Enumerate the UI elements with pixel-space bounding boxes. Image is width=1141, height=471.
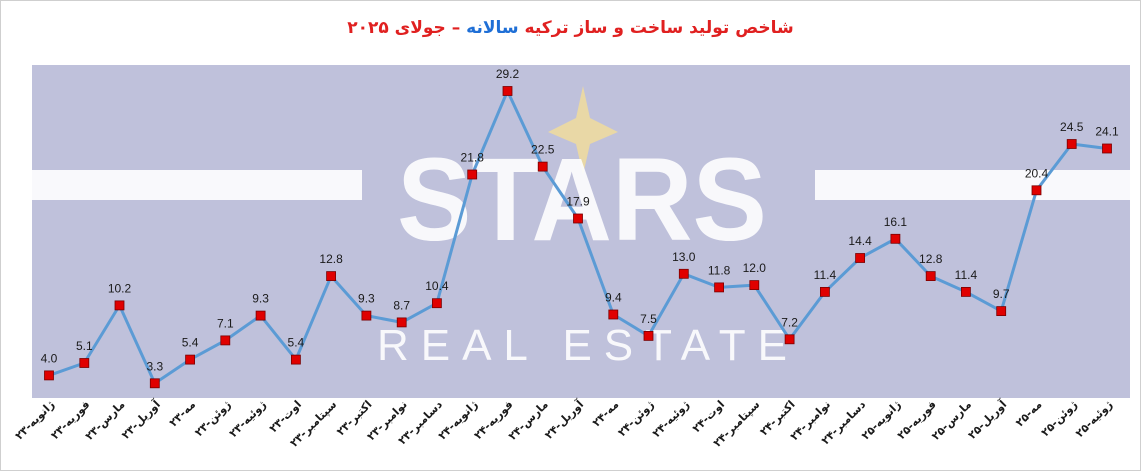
data-label: 3.3 [146,359,163,373]
x-tick-label: ژوئیه-۲۵ [1073,398,1115,440]
chart-title-date: – جولای ۲۰۲۵ [347,18,461,38]
x-tick-label: مه-۲۴ [590,398,621,429]
x-tick-label: آوریل-۲۴ [542,397,587,442]
data-point-marker [220,335,231,346]
watermark-star-icon [548,86,618,175]
data-label: 7.1 [217,316,234,330]
data-point-marker [537,161,548,172]
data-point-marker [1102,143,1112,154]
data-label: 24.1 [1095,125,1119,139]
data-point-marker [608,309,619,320]
data-label: 11.8 [708,263,731,277]
watermark-logo: STARS REAL ESTATE [32,86,1130,370]
data-label: 8.7 [393,298,410,312]
data-point-marker [784,334,795,345]
data-label: 9.3 [358,292,375,306]
data-point-marker [643,330,654,341]
data-point-marker [149,378,160,389]
data-label: 17.9 [566,195,590,209]
x-tick-label: ژوئیه-۲۳ [227,398,269,440]
data-label: 12.0 [743,261,767,275]
data-point-marker [326,271,337,282]
data-label: 4.0 [41,351,58,365]
data-label: 11.4 [814,268,837,282]
data-point-marker [290,354,301,365]
watermark-sub-text: REAL ESTATE [377,321,787,370]
data-label: 24.5 [1060,120,1084,134]
data-point-marker [79,358,90,368]
data-label: 11.4 [955,268,978,282]
data-label: 16.1 [884,215,908,229]
chart-title-highlight: سالانه [466,18,519,38]
data-point-marker [114,300,125,311]
data-point-marker [396,317,407,328]
data-point-marker [996,306,1007,317]
data-point-marker [855,253,865,263]
data-label: 5.4 [182,336,199,350]
x-tick-label: ژوئن-۲۵ [1039,398,1080,439]
data-label: 9.3 [252,292,269,306]
data-point-marker [678,268,689,279]
data-label: 22.5 [531,143,555,157]
x-tick-label: ژوئن-۲۳ [192,398,233,439]
data-label: 9.7 [993,287,1010,301]
data-point-marker [1031,185,1042,196]
data-point-marker [749,280,760,291]
data-point-marker [961,286,971,297]
data-markers [44,86,1112,389]
data-point-marker [467,169,478,180]
data-labels: 4.0 5.1 10.2 3.3 5.4 7.1 9.3 5.4 12.8 9.3 8.7 10.4 2… [41,67,1119,373]
data-label: 5.4 [288,336,305,350]
data-point-marker [820,286,830,297]
data-point-marker [1066,139,1077,149]
data-label: 7.2 [781,315,798,329]
chart-title: شاخص تولید ساخت و ساز ترکیه سالانه – جول… [0,18,1141,38]
x-tick-label: ژوئن-۲۴ [615,398,656,439]
data-label: 21.8 [461,151,485,165]
watermark-main-text: STARS [397,134,767,266]
data-label: 10.4 [425,279,449,293]
chart-title-main: شاخص تولید ساخت و ساز ترکیه [524,18,794,38]
data-label: 9.4 [605,291,622,305]
watermark-band-right [815,170,1130,200]
data-label: 20.4 [1025,166,1049,180]
data-point-marker [431,298,442,309]
watermark-band-left [32,170,362,200]
data-label: 5.1 [76,339,93,353]
data-label: 10.2 [108,281,132,295]
data-label: 13.0 [672,250,696,264]
data-point-marker [925,271,936,282]
data-point-marker [502,86,513,96]
x-tick-label: مه-۲۳ [167,398,198,429]
x-tick-label: ژوئیه-۲۴ [650,398,692,440]
data-point-marker [44,370,54,381]
data-point-marker [573,213,583,224]
data-label: 12.8 [319,252,343,266]
data-point-marker [255,310,266,321]
data-point-marker [361,310,372,321]
data-point-marker [714,282,724,293]
data-point-marker [890,233,901,244]
x-tick-label: آوریل-۲۵ [965,397,1010,442]
data-label: 12.8 [919,252,943,266]
data-label: 7.5 [640,312,657,326]
data-point-marker [185,354,196,365]
x-tick-label: مه-۲۵ [1013,398,1044,429]
data-label: 29.2 [496,67,520,81]
x-tick-label: آوریل-۲۳ [118,397,163,442]
data-label: 14.4 [848,234,872,248]
